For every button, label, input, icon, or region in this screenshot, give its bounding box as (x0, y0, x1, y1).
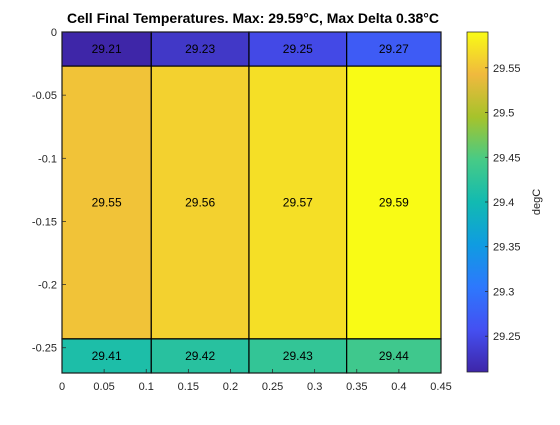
cell-value-label: 29.43 (283, 349, 313, 363)
cell-value-label: 29.56 (185, 196, 215, 210)
x-tick-label: 0.3 (307, 381, 322, 393)
y-tick-label: -0.05 (32, 90, 57, 102)
colorbar-tick-label: 29.5 (493, 108, 514, 120)
x-tick-label: 0.2 (223, 381, 238, 393)
y-tick-label: -0.2 (38, 280, 57, 292)
cell-value-label: 29.42 (185, 349, 215, 363)
cell-value-label: 29.44 (379, 349, 409, 363)
colorbar-label: degC (531, 189, 543, 215)
plot-frame (61, 31, 442, 374)
x-tick-label: 0 (59, 381, 65, 393)
colorbar-tick-label: 29.25 (493, 331, 521, 343)
x-tick-label: 0.25 (262, 381, 283, 393)
cell-value-label: 29.59 (379, 196, 409, 210)
heatmap-cell (150, 338, 250, 374)
x-tick-label: 0.45 (430, 381, 451, 393)
colorbar-ticks: 29.25 29.3 29.35 29.4 29.45 29.5 29.55 (485, 63, 521, 343)
x-tick-label: 0.05 (93, 381, 114, 393)
cell-value-label: 29.23 (185, 42, 215, 56)
colorbar-gradient (466, 31, 489, 373)
chart-title: Cell Final Temperatures. Max: 29.59°C, M… (67, 10, 439, 26)
x-tick-label: 0.4 (391, 381, 406, 393)
x-tick-label: 0.35 (346, 381, 367, 393)
colorbar-tick-label: 29.45 (493, 152, 521, 164)
x-axis: 0 0.05 0.1 0.15 0.2 0.25 0.3 0.35 0.4 0.45 (59, 369, 452, 393)
heatmap-cell (150, 65, 250, 340)
cell-value-label: 29.21 (92, 42, 122, 56)
x-tick-label: 0.1 (139, 381, 154, 393)
heatmap-cell (150, 31, 250, 67)
y-tick-label: -0.1 (38, 153, 57, 165)
heatmap-cell (61, 65, 152, 340)
colorbar-tick-label: 29.3 (493, 286, 514, 298)
cell-value-label: 29.57 (283, 196, 313, 210)
y-tick-label: -0.15 (32, 216, 57, 228)
cell-value-label: 29.27 (379, 42, 409, 56)
colorbar-tick-label: 29.35 (493, 242, 521, 254)
x-tick-label: 0.15 (178, 381, 199, 393)
y-axis: 0 -0.05 -0.1 -0.15 -0.2 -0.25 (32, 27, 66, 355)
y-tick-label: -0.25 (32, 343, 57, 355)
heatmap-cell (346, 65, 442, 340)
colorbar-tick-label: 29.55 (493, 63, 521, 75)
y-tick-label: 0 (51, 27, 57, 39)
heatmap-cell (346, 338, 442, 374)
cell-value-label: 29.55 (92, 196, 122, 210)
cell-value-label: 29.41 (92, 349, 122, 363)
colorbar: 29.25 29.3 29.35 29.4 29.45 29.5 29.55 degC (466, 31, 543, 373)
colorbar-tick-label: 29.4 (493, 197, 514, 209)
heatmap-cells: 29.21 29.23 29.25 29.27 29.55 29.56 29.57 29.59… (61, 31, 442, 374)
cell-value-label: 29.25 (283, 42, 313, 56)
